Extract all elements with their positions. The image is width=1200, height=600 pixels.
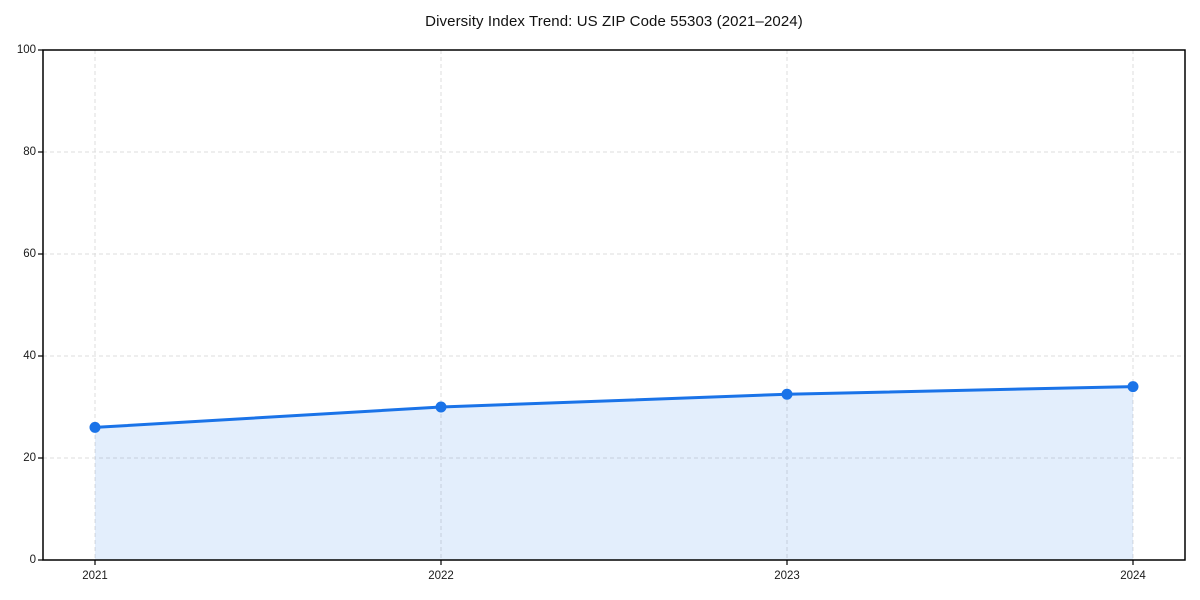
y-tick-label: 20 xyxy=(23,452,36,464)
data-point-marker xyxy=(781,388,793,400)
x-tick-label: 2022 xyxy=(428,570,454,582)
x-tick-label: 2024 xyxy=(1120,570,1146,582)
plot-border xyxy=(42,49,1186,561)
x-tick-label: 2023 xyxy=(774,570,800,582)
y-tick-label: 0 xyxy=(29,554,36,566)
y-tick-label: 40 xyxy=(23,350,36,362)
y-tick-label: 60 xyxy=(23,248,36,260)
trend-line xyxy=(93,385,1135,429)
chart-title: Diversity Index Trend: US ZIP Code 55303… xyxy=(425,13,803,30)
y-tick-label: 80 xyxy=(23,146,36,158)
x-tick-label: 2021 xyxy=(82,570,108,582)
plot-area xyxy=(38,49,1186,565)
data-point-marker xyxy=(435,401,447,413)
line-area-chart-canvas xyxy=(38,49,1186,565)
data-point-marker xyxy=(89,421,101,433)
area-fill xyxy=(95,386,1133,560)
data-point-marker xyxy=(1127,381,1139,393)
y-tick-label: 100 xyxy=(16,44,36,56)
